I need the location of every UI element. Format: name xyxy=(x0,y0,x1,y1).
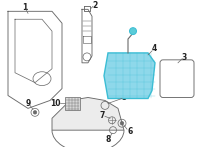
Text: 9: 9 xyxy=(25,99,31,108)
Text: 10: 10 xyxy=(50,99,60,108)
Circle shape xyxy=(33,111,37,114)
Text: 1: 1 xyxy=(22,3,28,12)
Text: 8: 8 xyxy=(105,135,111,144)
Circle shape xyxy=(130,28,136,35)
Polygon shape xyxy=(65,97,80,110)
Text: 2: 2 xyxy=(92,1,98,10)
Text: 7: 7 xyxy=(99,111,105,120)
Circle shape xyxy=(120,121,124,125)
Text: 5: 5 xyxy=(121,93,127,102)
Text: 6: 6 xyxy=(127,127,133,136)
Text: 3: 3 xyxy=(181,53,187,62)
Polygon shape xyxy=(52,97,124,130)
Polygon shape xyxy=(104,53,155,98)
Text: 4: 4 xyxy=(151,44,157,54)
